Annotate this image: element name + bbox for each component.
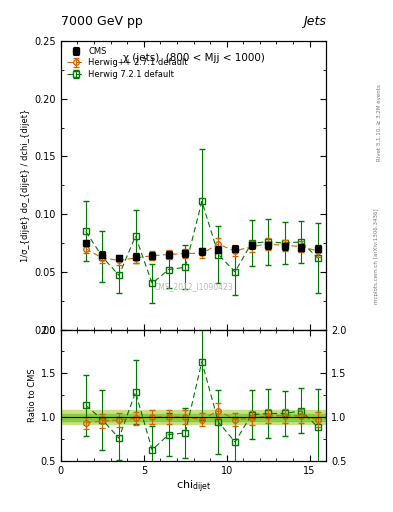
Y-axis label: 1/σ_{dijet} dσ_{dijet} / dchi_{dijet}: 1/σ_{dijet} dσ_{dijet} / dchi_{dijet} (21, 109, 30, 262)
Text: mcplots.cern.ch [arXiv:1306.3436]: mcplots.cern.ch [arXiv:1306.3436] (374, 208, 379, 304)
Text: χ (jets)  (800 < Mjj < 1000): χ (jets) (800 < Mjj < 1000) (123, 53, 264, 62)
X-axis label: chi$_\mathregular{dijet}$: chi$_\mathregular{dijet}$ (176, 478, 211, 495)
Text: CMS_2012_I1090423: CMS_2012_I1090423 (154, 282, 233, 291)
Text: 7000 GeV pp: 7000 GeV pp (61, 15, 143, 28)
Text: Rivet 3.1.10, ≥ 3.2M events: Rivet 3.1.10, ≥ 3.2M events (377, 84, 382, 161)
Y-axis label: Ratio to CMS: Ratio to CMS (28, 369, 37, 422)
Legend: CMS, Herwig++ 2.7.1 default, Herwig 7.2.1 default: CMS, Herwig++ 2.7.1 default, Herwig 7.2.… (65, 45, 190, 80)
Text: Jets: Jets (303, 15, 326, 28)
